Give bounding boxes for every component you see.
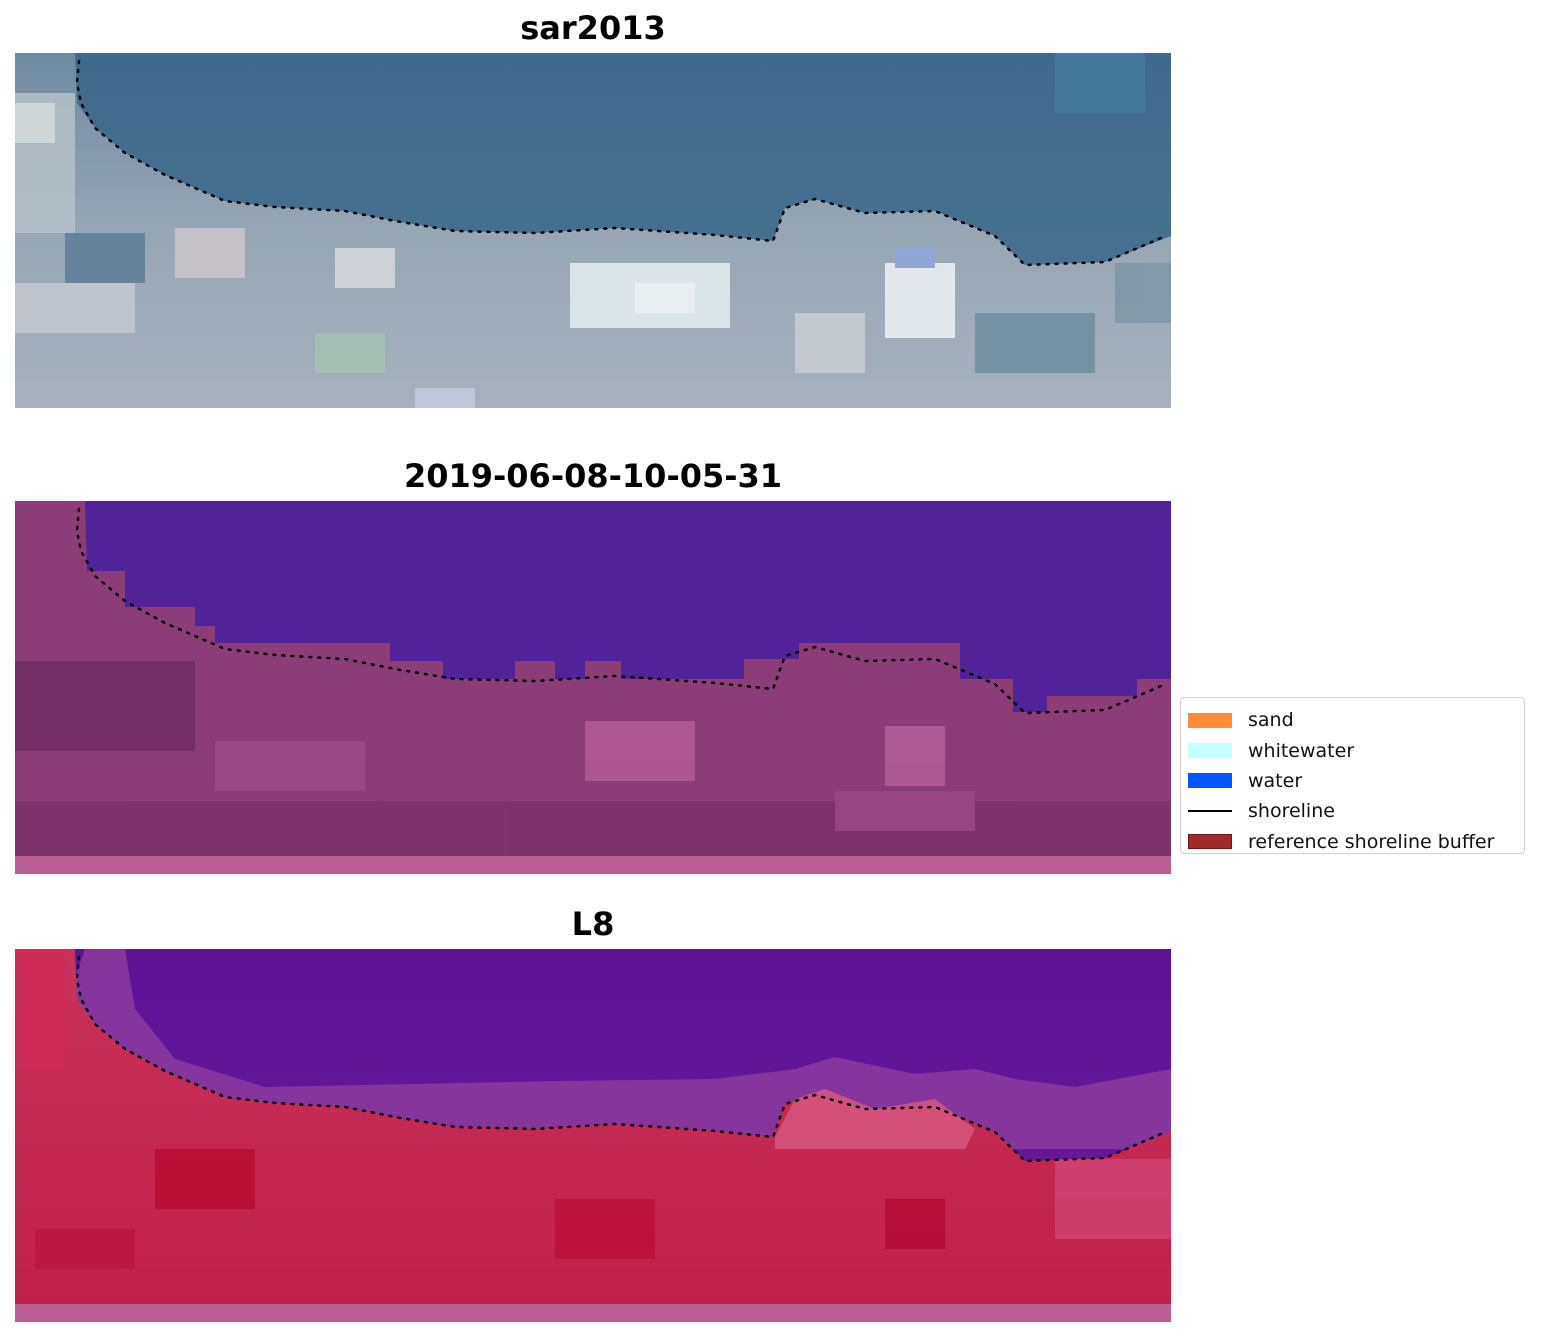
shoreline-dots bbox=[75, 59, 1163, 267]
legend-label-whitewater: whitewater bbox=[1248, 739, 1355, 762]
legend-item-sand: sand bbox=[1188, 705, 1518, 735]
legend-label-sand: sand bbox=[1248, 709, 1294, 732]
legend-label-shoreline: shoreline bbox=[1248, 800, 1335, 823]
water-class bbox=[85, 501, 1171, 712]
classified-image bbox=[15, 501, 1171, 874]
whitewater-swatch bbox=[1188, 743, 1232, 759]
false-color-image bbox=[15, 949, 1171, 1322]
legend-label-water: water bbox=[1248, 769, 1303, 792]
reference-buffer-swatch bbox=[1188, 834, 1232, 850]
legend-item-reference-buffer: reference shoreline buffer bbox=[1188, 827, 1518, 857]
panel-title-1: sar2013 bbox=[520, 9, 666, 47]
shoreline-line-swatch bbox=[1188, 810, 1232, 813]
water-swatch bbox=[1188, 773, 1232, 789]
legend-item-water: water bbox=[1188, 766, 1518, 796]
legend-label-reference-buffer: reference shoreline buffer bbox=[1248, 830, 1495, 853]
land-texture bbox=[15, 661, 1171, 856]
shoreline-dots bbox=[75, 955, 1163, 1163]
sand-swatch bbox=[1188, 712, 1232, 728]
legend-item-shoreline: shoreline bbox=[1188, 796, 1518, 826]
panel-title-3: L8 bbox=[571, 905, 615, 943]
texture bbox=[15, 53, 1171, 408]
shoreline-dots bbox=[75, 507, 1163, 715]
satellite-image-rgb bbox=[15, 53, 1171, 408]
land-texture bbox=[15, 949, 1171, 1269]
surf-zone bbox=[15, 949, 1171, 1149]
legend: sand whitewater water shoreline referenc… bbox=[1180, 697, 1525, 854]
panel-title-2: 2019-06-08-10-05-31 bbox=[403, 457, 783, 495]
legend-item-whitewater: whitewater bbox=[1188, 735, 1518, 765]
